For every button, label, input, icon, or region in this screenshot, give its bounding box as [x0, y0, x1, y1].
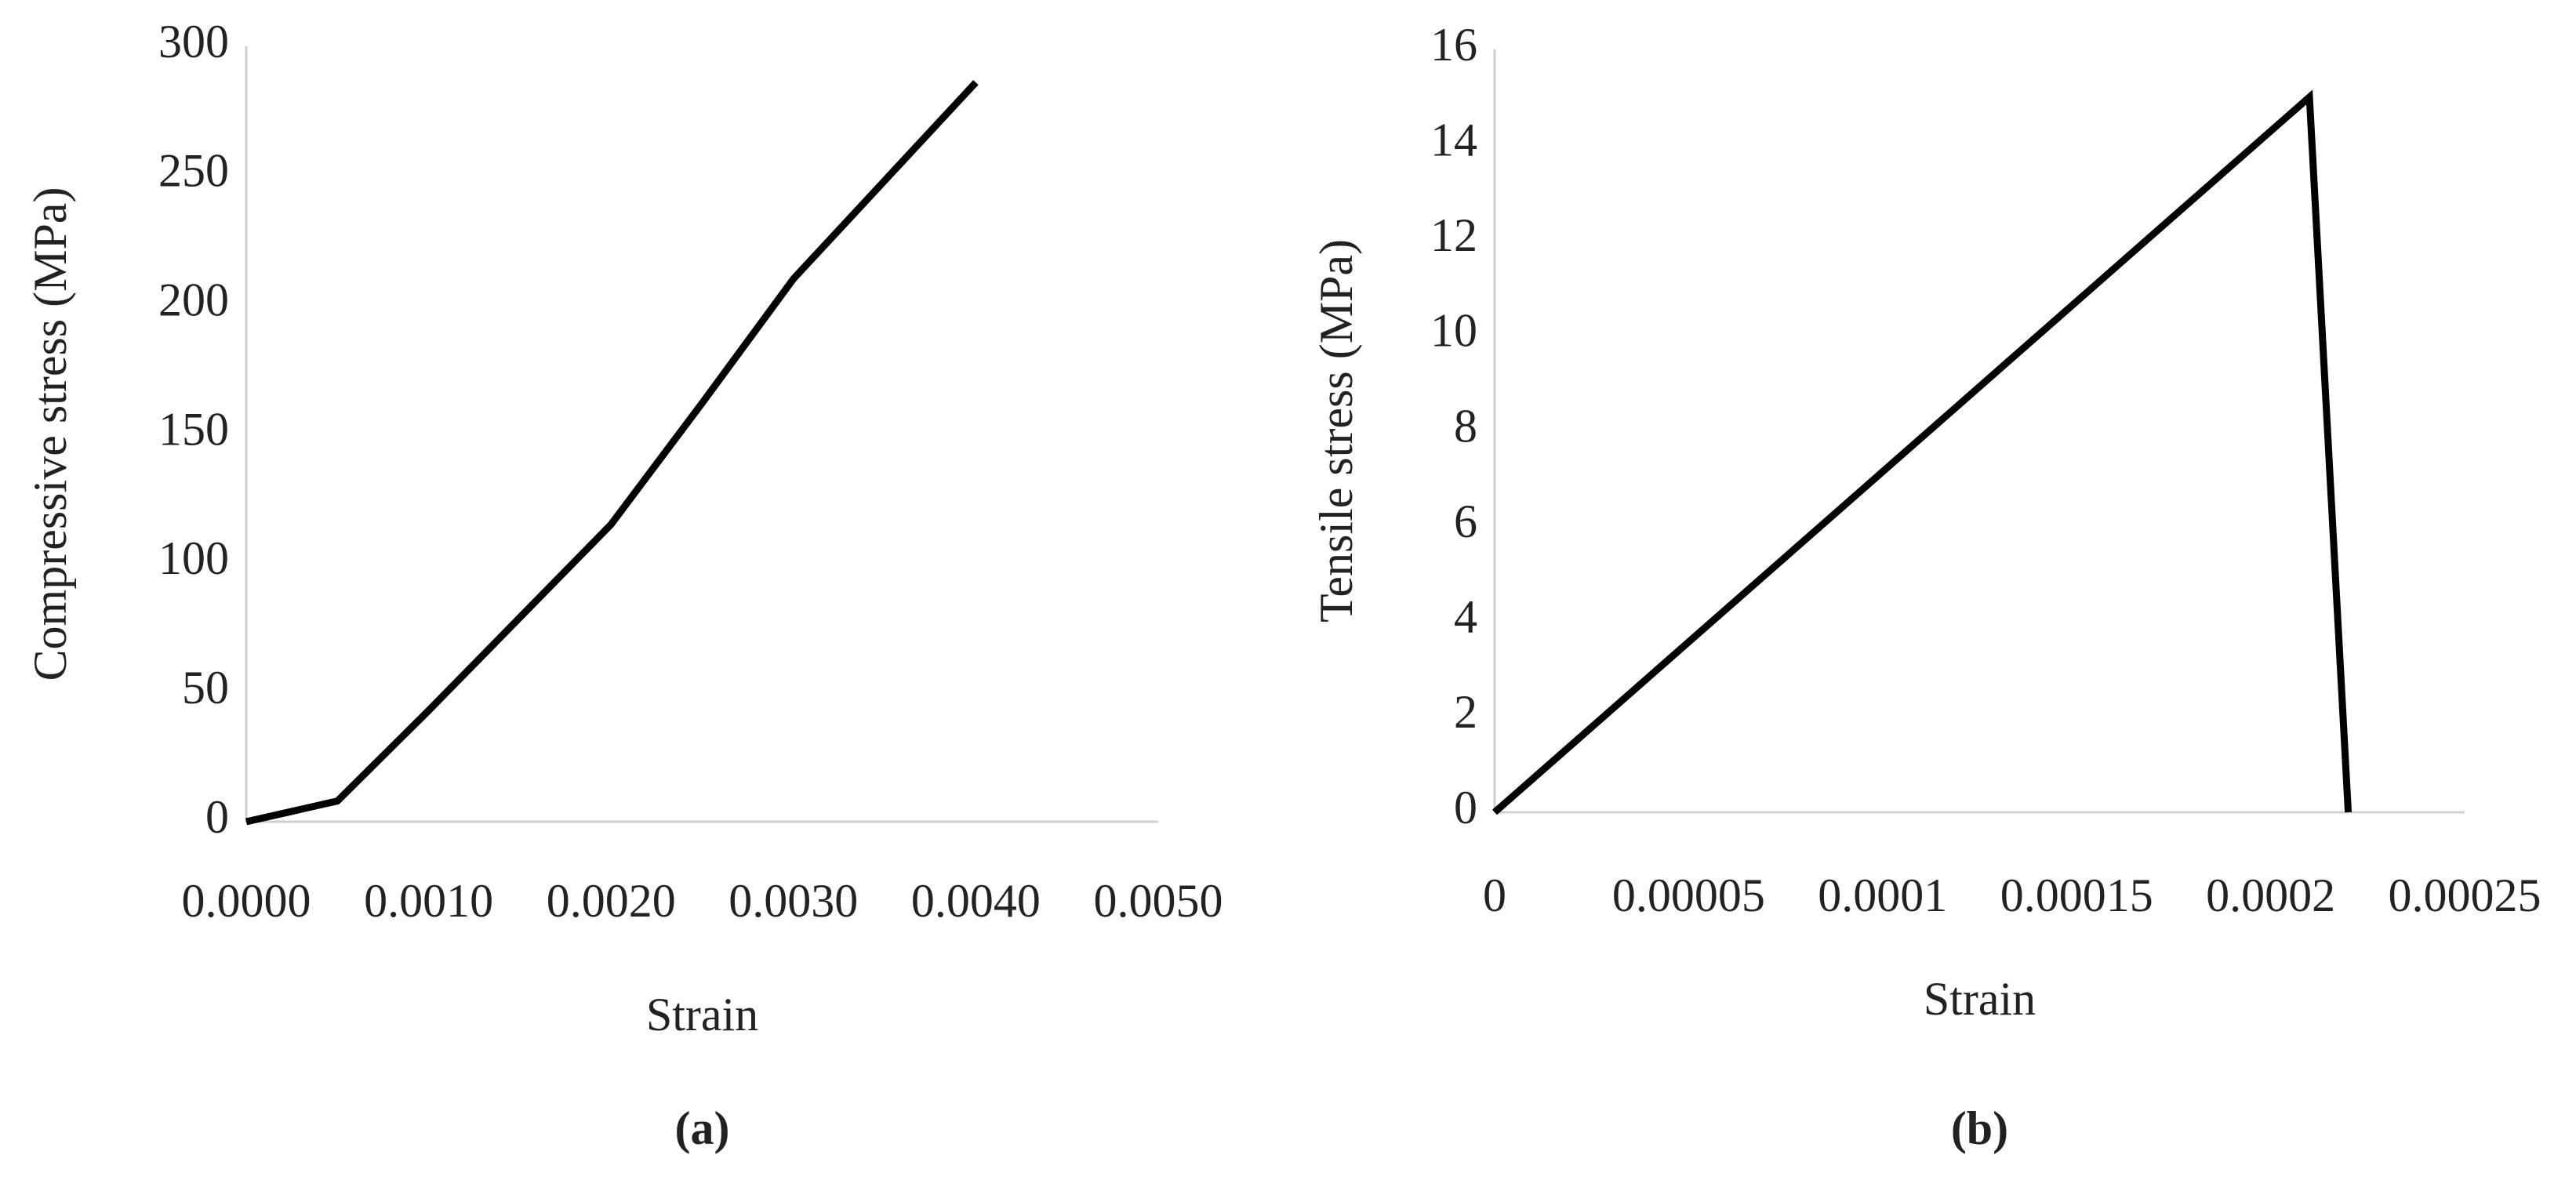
y-tick-label: 6: [1454, 496, 1477, 547]
y-tick-label: 300: [158, 16, 229, 67]
x-tick-label: 0.00015: [2000, 870, 2153, 921]
x-tick-label: 0.0010: [364, 875, 493, 927]
y-tick-label: 200: [158, 274, 229, 325]
caption: (a): [675, 1102, 730, 1154]
x-tick-label: 0: [1483, 870, 1506, 921]
y-tick-label: 2: [1454, 686, 1477, 738]
x-tick-label: 0.00005: [1612, 870, 1765, 921]
x-tick-label: 0.00025: [2389, 870, 2541, 921]
y-tick-label: 16: [1430, 19, 1477, 71]
y-tick-label: 4: [1454, 591, 1477, 643]
y-tick-label: 0: [1454, 782, 1477, 833]
x-axis-title: Strain: [646, 989, 758, 1040]
y-tick-label: 50: [182, 662, 229, 713]
y-tick-label: 12: [1430, 209, 1477, 261]
x-tick-label: 0.0040: [911, 875, 1041, 927]
line-series: [1492, 89, 2353, 815]
line-series: [245, 80, 979, 826]
y-tick-label: 10: [1430, 305, 1477, 357]
y-tick-label: 150: [158, 403, 229, 455]
x-tick-label: 0.0050: [1094, 875, 1223, 927]
y-tick-label: 8: [1454, 400, 1477, 452]
x-tick-label: 0.0000: [182, 875, 311, 927]
x-tick-label: 0.0030: [728, 875, 858, 927]
y-axis-title: Compressive stress (MPa): [24, 187, 76, 681]
y-tick-label: 250: [158, 145, 229, 197]
y-tick-label: 0: [205, 791, 229, 843]
y-tick-label: 14: [1430, 114, 1477, 165]
caption: (b): [1951, 1102, 2008, 1154]
x-tick-label: 0.0020: [547, 875, 676, 927]
y-tick-label: 100: [158, 532, 229, 584]
x-tick-label: 0.0002: [2206, 870, 2335, 921]
x-axis-title: Strain: [1924, 973, 2036, 1025]
x-tick-label: 0.0001: [1818, 870, 1947, 921]
y-axis-title: Tensile stress (MPa): [1310, 239, 1362, 623]
